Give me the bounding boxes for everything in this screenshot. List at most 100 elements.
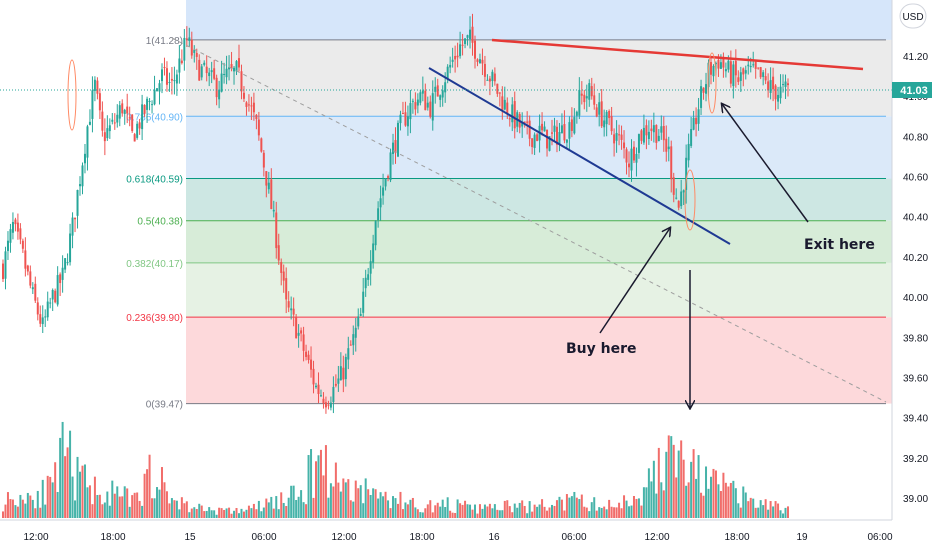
candle-body — [670, 146, 673, 180]
candle-body — [71, 217, 74, 236]
candle-body — [372, 243, 375, 263]
volume-bar — [464, 500, 467, 518]
candle-body — [19, 228, 22, 240]
candle-body — [297, 332, 300, 336]
candle-body — [456, 55, 459, 58]
candle-body — [165, 68, 168, 85]
buy-arrow — [599, 228, 670, 334]
volume-bar — [632, 495, 635, 518]
volume-bar — [724, 482, 727, 518]
volume-bar — [424, 508, 427, 518]
volume-bar — [451, 512, 454, 518]
candle-body — [767, 81, 770, 91]
time-axis[interactable]: 12:00 18:00 15 06:00 12:00 18:00 16 06:00 12:00 1… — [0, 519, 893, 543]
volume-bar — [200, 505, 203, 518]
candle-body — [312, 368, 315, 385]
candle-body — [153, 89, 156, 105]
volume-bar — [461, 504, 464, 518]
volume-bar — [327, 497, 330, 518]
candle-body — [6, 240, 9, 252]
volume-bar — [133, 492, 136, 518]
candle-body — [272, 209, 275, 212]
volume-bar — [91, 504, 94, 518]
volume-bar — [692, 449, 695, 518]
volume-bar — [513, 503, 516, 518]
volume-bar — [111, 480, 114, 518]
volume-bar — [573, 491, 576, 518]
volume-bar — [81, 465, 84, 518]
volume-bar — [235, 507, 238, 518]
volume-bar — [640, 505, 643, 518]
volume-bar — [439, 506, 442, 518]
candle-body — [546, 129, 549, 149]
candle-body — [737, 77, 740, 83]
candle-body — [79, 184, 82, 187]
candle-body — [399, 114, 402, 124]
candle-body — [618, 134, 621, 136]
candle-body — [237, 58, 240, 68]
fibonacci-levels — [186, 39, 886, 405]
candle-body — [757, 67, 760, 69]
candle-body — [228, 67, 231, 70]
volume-bar — [362, 503, 365, 518]
volume-bar — [396, 503, 399, 518]
candle-body — [660, 126, 663, 133]
volume-bar — [752, 498, 755, 518]
time-tick-label: 12:00 — [331, 532, 356, 543]
volume-bar — [213, 510, 216, 518]
candle-body — [332, 386, 335, 403]
candle-body — [714, 63, 717, 65]
volume-bar — [247, 505, 250, 518]
candle-body — [424, 90, 427, 111]
candle-body — [362, 291, 365, 313]
candle-body — [255, 114, 258, 120]
volume-bar — [79, 471, 82, 518]
candle-body — [270, 179, 273, 210]
candle-body — [717, 59, 720, 69]
volume-bar — [151, 498, 154, 518]
volume-bar — [469, 504, 472, 518]
volume-bar — [225, 508, 228, 518]
volume-bar — [764, 499, 767, 518]
candle-body — [541, 123, 544, 131]
volume-bar — [707, 488, 710, 518]
volume-bar — [103, 502, 106, 518]
volume-bar — [158, 489, 161, 518]
volume-bar — [379, 492, 382, 518]
volume-bar — [123, 486, 126, 518]
candle-body — [240, 71, 243, 92]
volume-bar — [389, 508, 392, 518]
candle-body — [469, 29, 472, 40]
volume-bar — [714, 470, 717, 518]
volume-bar — [488, 503, 491, 518]
volume-bar — [618, 502, 621, 518]
volume-bar — [695, 478, 698, 518]
candle-body — [175, 74, 178, 84]
volume-bar — [9, 499, 12, 518]
candle-body — [352, 334, 355, 346]
candle-body — [431, 93, 434, 121]
volume-bar — [208, 507, 211, 518]
volume-bar — [700, 492, 703, 518]
candle-body — [29, 271, 32, 286]
volume-bar — [769, 501, 772, 518]
volume-bar — [101, 504, 104, 518]
volume-bar — [11, 499, 14, 518]
candle-body — [404, 112, 407, 126]
volume-bar — [108, 505, 111, 518]
candle-body — [625, 149, 628, 163]
volume-bar — [491, 508, 494, 518]
volume-bar — [777, 503, 780, 518]
candle-body — [156, 88, 159, 92]
candle-body — [168, 81, 171, 83]
volume-bar — [630, 505, 633, 518]
price-tick-label: 40.80 — [903, 132, 928, 143]
candle-body — [247, 104, 250, 106]
candle-body — [553, 125, 556, 132]
candle-body — [508, 118, 511, 120]
candle-body — [76, 189, 79, 216]
volume-bar — [242, 511, 245, 518]
candle-body — [692, 117, 695, 130]
currency-button[interactable]: USD — [899, 3, 927, 29]
